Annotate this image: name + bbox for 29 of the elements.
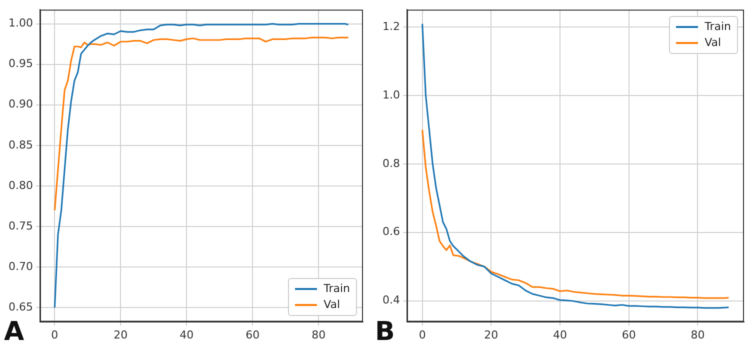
y-tick-label: 0.8 — [382, 156, 400, 170]
x-tick-label: 80 — [690, 328, 705, 342]
legend-label: Train — [704, 20, 731, 34]
x-tick-label: 20 — [114, 328, 128, 342]
x-tick-label: 40 — [180, 328, 194, 342]
x-tick-label: 80 — [312, 328, 326, 342]
text: B — [375, 317, 395, 347]
y-tick-label: 0.75 — [8, 219, 33, 232]
text: A — [4, 317, 24, 347]
legend-label: Val — [324, 298, 340, 312]
x-tick-label: 0 — [51, 328, 58, 342]
y-tick-label: 0.4 — [382, 294, 400, 307]
legend-label: Train — [324, 282, 350, 296]
y-tick-label: 0.95 — [8, 57, 33, 70]
y-tick-label: 0.65 — [8, 300, 33, 314]
y-tick-label: 0.70 — [8, 260, 33, 273]
y-tick-label: 0.80 — [8, 178, 33, 192]
x-tick-label: 60 — [246, 328, 260, 342]
x-tick-label: 60 — [622, 328, 636, 342]
legend-label: Val — [704, 36, 722, 50]
y-tick-label: 0.6 — [382, 225, 400, 238]
x-tick-label: 20 — [484, 328, 498, 342]
x-tick-label: 0 — [418, 328, 426, 342]
y-tick-label: 1.2 — [382, 20, 400, 34]
y-tick-label: 0.85 — [8, 138, 33, 152]
x-tick-label: 40 — [553, 328, 568, 342]
y-tick-label: 0.90 — [8, 98, 33, 111]
y-tick-label: 1.0 — [382, 88, 400, 102]
y-tick-label: 1.00 — [8, 16, 33, 30]
